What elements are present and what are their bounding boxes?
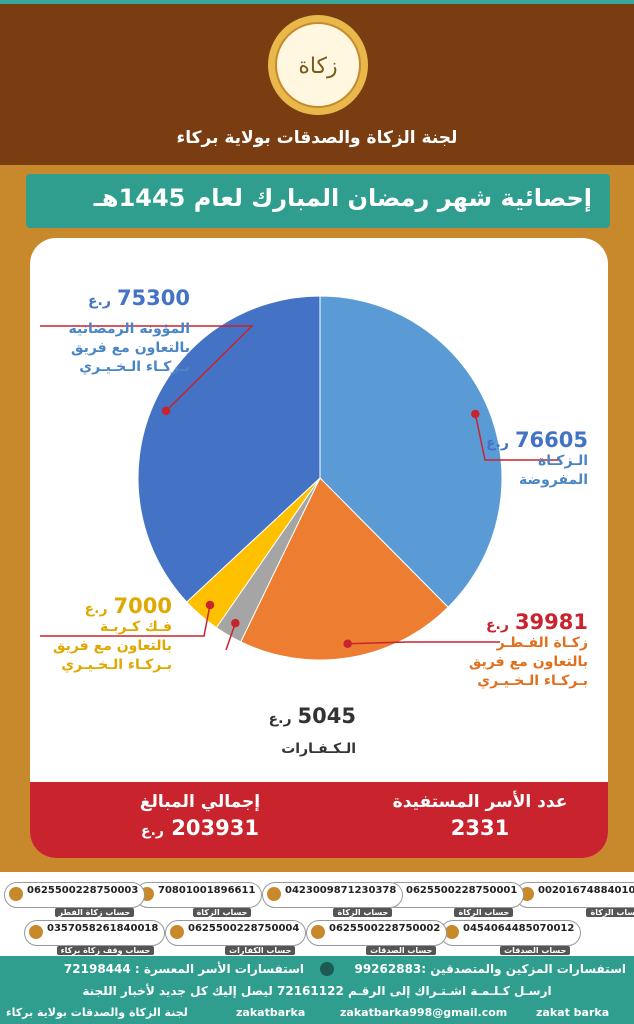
kaffarat-line1: الـكـفـارات xyxy=(281,741,356,757)
muna-value: 75300 xyxy=(116,286,190,310)
families-stat: عدد الأسر المستفيدة 2331 xyxy=(380,792,580,840)
fak-value: 7000 xyxy=(113,594,172,618)
account-label: حساب الصدقات xyxy=(500,946,571,955)
pie-slice xyxy=(319,295,503,608)
account-number: 0625500228750001 xyxy=(406,885,518,896)
account-number: 0625500228750002 xyxy=(329,923,441,934)
x-account[interactable]: لجنة الزكاة والصدقات بولاية بركاء xyxy=(6,1006,188,1019)
leader-line xyxy=(225,622,237,651)
inquiry-families-label: استفسارات الأسر المعسرة : xyxy=(134,962,304,976)
inquiry-families: استفسارات الأسر المعسرة : 72198444 xyxy=(64,962,304,976)
fak-currency: ر.ع xyxy=(84,601,108,617)
instagram-handle[interactable]: zakatbarka xyxy=(236,1006,306,1019)
label-fitr: 39981ر.ع زكـاة الفـطـر بالتعاون مع فريق … xyxy=(469,610,588,691)
fak-line1: فـك كـربـة xyxy=(99,619,172,635)
muna-line2: بالتعاون مع فريق xyxy=(70,340,190,356)
logo-emblem: زكاة xyxy=(268,15,368,115)
amount-stat: إجمالي المبالغ 203931 ر.ع xyxy=(100,792,300,840)
inquiry-donors-label: استفسارات المزكين والمتصدقين : xyxy=(421,962,626,976)
account-item: 70801001896611 حساب الزكاة xyxy=(135,882,263,917)
leader-line xyxy=(40,604,211,637)
account-item: 0625500228750003 حساب زكاة الفطر xyxy=(4,882,146,917)
phone-icon xyxy=(320,962,334,976)
leader-line xyxy=(347,641,500,645)
kaffarat-currency: ر.ع xyxy=(268,711,292,727)
account-item: 0625500228750002 حساب الصدقات xyxy=(306,920,448,955)
bank-icon xyxy=(170,925,184,939)
email-address[interactable]: zakatbarka998@gmail.com xyxy=(340,1006,508,1019)
leader-line xyxy=(40,325,254,412)
pie-slice xyxy=(137,295,321,603)
label-kaffarat: 5045 ر.ع الـكـفـارات xyxy=(269,704,356,759)
account-number: 70801001896611 xyxy=(158,885,256,896)
bank-icon xyxy=(9,887,23,901)
inquiry-donors: استفسارات المزكين والمتصدقين :99262883 xyxy=(354,962,626,976)
org-name: لجنة الزكاة والصدقات بولاية بركاء xyxy=(176,128,458,148)
account-number: 0020167488401027 xyxy=(538,885,634,896)
account-number: 0357058261840018 xyxy=(47,923,159,934)
fak-line2: بالتعاون مع فريق xyxy=(52,638,172,654)
zakat-line2: المفروضة xyxy=(519,472,588,488)
label-fak: 7000 ر.ع فـك كـربـة بالتعاون مع فريق بـرك… xyxy=(53,594,172,675)
account-label: حساب الزكاة xyxy=(333,908,393,917)
bank-icon xyxy=(267,887,281,901)
fitr-currency: ر.ع xyxy=(485,617,509,633)
fitr-line1: زكـاة الفـطـر xyxy=(496,635,588,651)
fak-line3: بـركـاء الـخـيـري xyxy=(61,657,172,673)
kaffarat-value: 5045 xyxy=(297,704,356,728)
muna-line1: المؤونة الرمضانية xyxy=(68,321,191,337)
page-title: إحصائية شهر رمضان المبارك لعام 1445هـ xyxy=(26,174,610,228)
account-label: حساب الكفارات xyxy=(225,946,296,955)
account-label: حساب وقف زكاة بركاء xyxy=(56,946,155,955)
account-label: حساب الصدقات xyxy=(366,946,437,955)
account-item: 0625500228750001 حساب الزكاة xyxy=(383,882,525,917)
logo-text: زكاة xyxy=(298,54,337,79)
account-item: 0357058261840018 حساب وقف زكاة بركاء xyxy=(24,920,166,955)
account-label: حساب الزكاة xyxy=(586,908,634,917)
account-number: 0625500228750004 xyxy=(188,923,300,934)
pie-slice xyxy=(240,477,449,661)
account-item: 0020167488401027 حساب الزكاة xyxy=(515,882,634,917)
zakat-line1: الـزكـاة xyxy=(538,453,588,469)
families-value: 2331 xyxy=(450,816,510,840)
account-number: 0625500228750003 xyxy=(27,885,139,896)
chart-card: 76605 ر.ع الـزكـاة المفروضة 39981 ر.ع زكـا… xyxy=(30,238,608,858)
inquiry-donors-phone: 99262883 xyxy=(354,962,422,976)
totals-bar: عدد الأسر المستفيدة 2331 إجمالي المبالغ … xyxy=(30,782,608,858)
amount-currency: ر.ع xyxy=(141,823,164,839)
account-item: 0454064485070012 حساب الصدقات xyxy=(440,920,582,955)
fitr-line2: بالتعاون مع فريق xyxy=(468,654,588,670)
muna-currency: ر.ع xyxy=(87,293,111,309)
bank-icon xyxy=(311,925,325,939)
account-item: 0625500228750004 حساب الكفارات xyxy=(165,920,307,955)
account-label: حساب الزكاة xyxy=(192,908,252,917)
amount-value: 203931 xyxy=(171,816,259,840)
families-label: عدد الأسر المستفيدة xyxy=(392,792,568,812)
fitr-value: 39981 xyxy=(514,610,588,634)
account-number: 0454064485070012 xyxy=(463,923,575,934)
footer: استفسارات المزكين والمتصدقين :99262883 ا… xyxy=(0,956,634,1024)
bank-icon xyxy=(29,925,43,939)
bank-icon xyxy=(445,925,459,939)
account-label: حساب الزكاة xyxy=(454,908,514,917)
inquiry-families-phone: 72198444 xyxy=(63,962,131,976)
account-number: 0423009871230378 xyxy=(285,885,397,896)
zakat-currency: ر.ع xyxy=(485,435,509,451)
fitr-line3: بـركـاء الـخـيـري xyxy=(477,673,588,689)
amount-label: إجمالي المبالغ xyxy=(139,792,261,812)
subscribe-text: ارسـل كـلـمـة اشـتـراك إلى الرقـم 721611… xyxy=(82,984,552,998)
pie-chart xyxy=(40,295,560,661)
facebook-handle[interactable]: zakat barka xyxy=(536,1006,610,1019)
bank-accounts: 0020167488401027 حساب الزكاة 062550022875… xyxy=(0,872,634,956)
muna-line3: بـركـاء الـخـيـري xyxy=(79,359,190,375)
account-label: حساب زكاة الفطر xyxy=(54,908,135,917)
label-muna: 75300 ر.ع المؤونة الرمضانية بالتعاون مع ف… xyxy=(69,286,191,377)
leader-line xyxy=(474,413,560,461)
label-zakat: 76605 ر.ع الـزكـاة المفروضة xyxy=(486,428,588,490)
zakat-value: 76605 xyxy=(514,428,588,452)
account-item: 0423009871230378 حساب الزكاة xyxy=(262,882,404,917)
